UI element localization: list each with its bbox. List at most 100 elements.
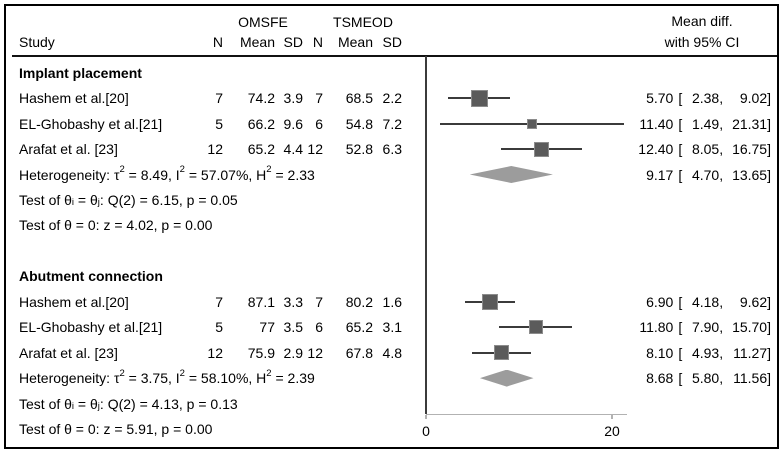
omsfe-sd-header: SD bbox=[283, 34, 303, 50]
study-row: EL-Ghobashy et al.[21] 5 77 3.5 6 65.2 3… bbox=[0, 315, 783, 340]
study-name: Arafat et al. [23] bbox=[19, 344, 118, 361]
ci-open-bracket: [ bbox=[678, 344, 683, 361]
test-zero-row: Test of θ = 0: z = 4.02, p = 0.00 bbox=[0, 213, 783, 238]
het-superscript: 2 bbox=[266, 367, 272, 379]
omsfe-mean: 77 bbox=[259, 319, 275, 336]
omsfe-sd: 9.6 bbox=[283, 115, 303, 132]
column-group-tsmeod: TSMEOD bbox=[333, 14, 393, 30]
ci-comma: , bbox=[719, 370, 724, 387]
ci-close-bracket: ] bbox=[767, 293, 771, 310]
omsfe-n: 7 bbox=[215, 90, 223, 107]
ci-open-bracket: [ bbox=[678, 370, 683, 387]
study-name: Hashem et al.[20] bbox=[19, 293, 129, 310]
het-text-part: = 57.07%, H bbox=[184, 166, 267, 183]
het-superscript: 2 bbox=[266, 164, 272, 176]
ci-upper: 9.02 bbox=[739, 90, 768, 107]
ci-lower: 8.05 bbox=[691, 141, 720, 158]
pooled-effect-ci-text: 8.68[5.80, 11.56] bbox=[630, 366, 771, 391]
ci-lower: 4.93 bbox=[691, 344, 720, 361]
ci-comma: , bbox=[719, 166, 724, 183]
study-row: EL-Ghobashy et al.[21] 5 66.2 9.6 6 54.8… bbox=[0, 111, 783, 136]
ci-upper: 15.70 bbox=[732, 319, 768, 336]
effect-square bbox=[493, 345, 509, 361]
ci-comma: , bbox=[719, 319, 724, 336]
tsmeod-n: 6 bbox=[315, 115, 323, 132]
tsmeod-sd: 3.1 bbox=[382, 319, 402, 336]
effect-header-line1: Mean diff. bbox=[671, 13, 733, 29]
effect-square bbox=[470, 89, 488, 107]
omsfe-sd: 3.3 bbox=[283, 293, 303, 310]
ci-close-bracket: ] bbox=[767, 141, 771, 158]
het-text-part: Heterogeneity: τ bbox=[19, 166, 120, 183]
tsmeod-sd: 1.6 bbox=[382, 293, 402, 310]
test-zero-row: Test of θ = 0: z = 5.91, p = 0.00 bbox=[0, 417, 783, 442]
x-axis-tick-label: 0 bbox=[422, 422, 430, 439]
ci-close-bracket: ] bbox=[767, 370, 771, 387]
ci-open-bracket: [ bbox=[678, 293, 683, 310]
subgroup-header-row: Abutment connection bbox=[0, 264, 783, 289]
study-name: Hashem et al.[20] bbox=[19, 90, 129, 107]
effect-ci-text: 11.40[1.49, 21.31] bbox=[630, 111, 771, 136]
effect-ci-text: 11.80[7.90, 15.70] bbox=[630, 315, 771, 340]
test-subscript: j bbox=[97, 197, 100, 209]
test-text-part: Test of θ bbox=[19, 395, 72, 412]
ci-close-bracket: ] bbox=[767, 319, 771, 336]
ci-upper: 9.62 bbox=[739, 293, 768, 310]
effect-ci-text: 8.10[4.93, 11.27] bbox=[630, 340, 771, 365]
ci-upper: 13.65 bbox=[732, 166, 768, 183]
ci-close-bracket: ] bbox=[767, 90, 771, 107]
omsfe-sd: 3.9 bbox=[283, 90, 303, 107]
het-text-part: = 3.75, I bbox=[124, 370, 180, 387]
effect-square bbox=[482, 293, 499, 310]
ci-comma: , bbox=[719, 115, 724, 132]
omsfe-n: 12 bbox=[207, 141, 223, 158]
ci-open-bracket: [ bbox=[678, 319, 683, 336]
subgroup-label: Abutment connection bbox=[19, 268, 163, 285]
pooled-diamond bbox=[479, 369, 534, 387]
het-text-part: = 2.33 bbox=[271, 166, 315, 183]
study-name: EL-Ghobashy et al.[21] bbox=[19, 319, 163, 336]
omsfe-n: 12 bbox=[207, 344, 223, 361]
omsfe-n: 5 bbox=[215, 115, 223, 132]
ci-lower: 2.38 bbox=[691, 90, 720, 107]
effect-estimate: 5.70 bbox=[646, 90, 674, 107]
omsfe-sd: 4.4 bbox=[283, 141, 303, 158]
x-axis-tick-label: 20 bbox=[604, 422, 620, 439]
x-axis-tick bbox=[425, 415, 427, 419]
effect-square bbox=[533, 141, 549, 157]
header-divider-line bbox=[12, 54, 777, 57]
study-name: EL-Ghobashy et al.[21] bbox=[19, 115, 163, 132]
effect-estimate: 8.10 bbox=[646, 344, 674, 361]
column-headers-row: Study N Mean SD N Mean SD bbox=[0, 31, 783, 53]
het-text-part: Heterogeneity: τ bbox=[19, 370, 120, 387]
tsmeod-n: 7 bbox=[315, 293, 323, 310]
effect-estimate: 6.90 bbox=[646, 293, 674, 310]
tsmeod-mean-header: Mean bbox=[337, 34, 373, 50]
effect-ci-text: 12.40[8.05, 16.75] bbox=[630, 136, 771, 161]
tsmeod-n: 7 bbox=[315, 90, 323, 107]
study-row: Arafat et al. [23] 12 65.2 4.4 12 52.8 6… bbox=[0, 136, 783, 161]
ci-comma: , bbox=[719, 90, 724, 107]
ci-lower: 4.70 bbox=[691, 166, 720, 183]
het-text-part: = 2.39 bbox=[271, 370, 315, 387]
het-superscript: 2 bbox=[119, 164, 125, 176]
ci-open-bracket: [ bbox=[678, 115, 683, 132]
effect-estimate: 11.80 bbox=[639, 319, 674, 336]
tsmeod-sd: 6.3 bbox=[382, 141, 402, 158]
test-subscript: i bbox=[71, 401, 75, 413]
effect-header-line2: with 95% CI bbox=[664, 34, 740, 50]
subgroup-label: Implant placement bbox=[19, 64, 142, 81]
column-group-omsfe: OMSFE bbox=[238, 14, 288, 30]
tsmeod-sd: 7.2 bbox=[382, 115, 402, 132]
ci-lower: 4.18 bbox=[691, 293, 720, 310]
study-row: Hashem et al.[20] 7 87.1 3.3 7 80.2 1.6 … bbox=[0, 289, 783, 314]
ci-lower: 7.90 bbox=[691, 319, 720, 336]
omsfe-n: 7 bbox=[215, 293, 223, 310]
tsmeod-n: 12 bbox=[307, 344, 323, 361]
